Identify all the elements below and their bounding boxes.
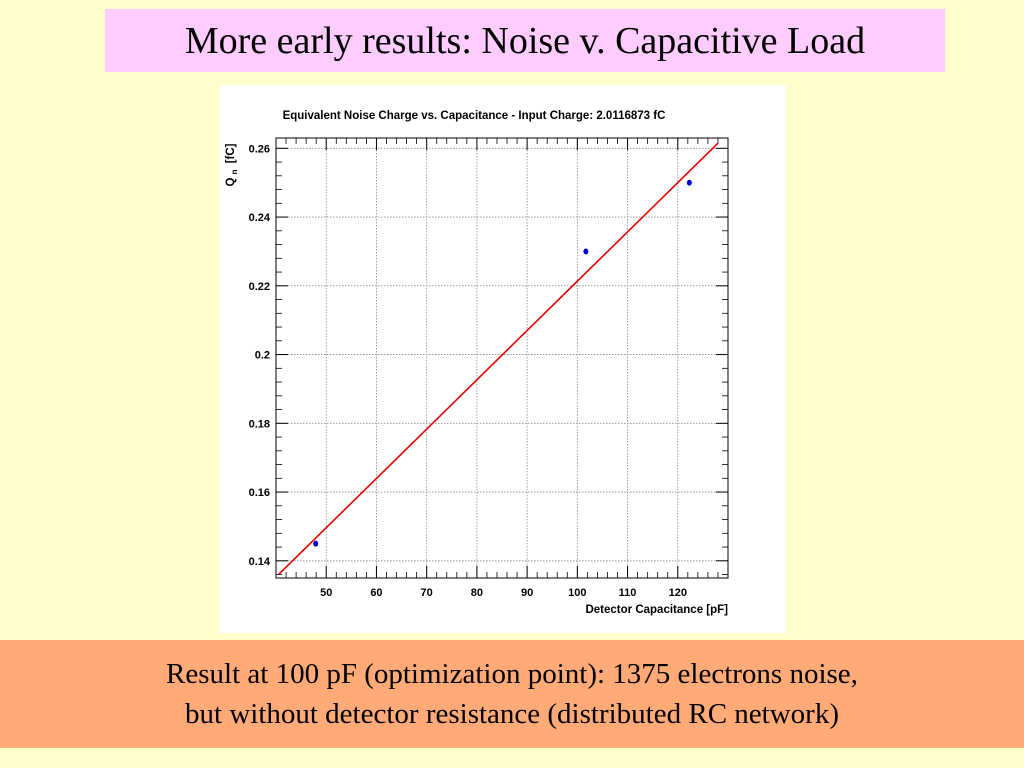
data-point xyxy=(686,179,692,186)
data-point xyxy=(583,248,589,255)
data-series xyxy=(277,142,719,576)
result-line-1: Result at 100 pF (optimization point): 1… xyxy=(166,658,858,690)
y-tick-label: 0.26 xyxy=(249,143,270,155)
y-tick-label: 0.14 xyxy=(249,556,271,568)
chart: Equivalent Noise Charge vs. Capacitance … xyxy=(225,110,729,616)
grid-lines xyxy=(276,138,728,578)
x-tick-label: 60 xyxy=(370,587,382,599)
y-tick-label: 0.2 xyxy=(255,350,270,362)
x-tick-label: 70 xyxy=(421,587,433,599)
y-tick-label: 0.18 xyxy=(249,418,270,430)
result-line-2: but without detector resistance (distrib… xyxy=(185,698,839,730)
axis-ticks xyxy=(276,138,728,578)
x-tick-label: 110 xyxy=(619,587,637,599)
y-axis-label-unit: [fC] xyxy=(225,143,237,163)
y-tick-label: 0.16 xyxy=(249,487,270,499)
svg-text:Q n [fC]: Q n [fC] xyxy=(225,143,240,186)
y-axis-label-symbol: Q xyxy=(225,178,237,187)
y-tick-label: 0.22 xyxy=(249,281,270,293)
y-axis-label: Q n [fC] xyxy=(225,143,240,186)
plot-panel: Equivalent Noise Charge vs. Capacitance … xyxy=(220,85,786,633)
data-point xyxy=(313,540,319,547)
x-axis-label: Detector Capacitance [pF] xyxy=(585,604,728,616)
y-tick-label: 0.24 xyxy=(249,212,271,224)
y-axis-label-subscript: n xyxy=(230,169,239,174)
x-tick-label: 50 xyxy=(320,587,332,599)
result-box: Result at 100 pF (optimization point): 1… xyxy=(0,640,1024,748)
slide-title: More early results: Noise v. Capacitive … xyxy=(105,9,945,72)
x-tick-label: 90 xyxy=(521,587,533,599)
fit-line xyxy=(277,142,719,576)
plot-frame xyxy=(275,137,729,579)
tick-labels: 50 60 70 80 90 100 110 120 0.14 0.16 0.18 0.2 0.22 0.… xyxy=(249,143,687,599)
x-tick-label: 80 xyxy=(471,587,483,599)
x-tick-label: 100 xyxy=(568,587,586,599)
chart-title: Equivalent Noise Charge vs. Capacitance … xyxy=(283,110,666,122)
x-tick-label: 120 xyxy=(669,587,687,599)
